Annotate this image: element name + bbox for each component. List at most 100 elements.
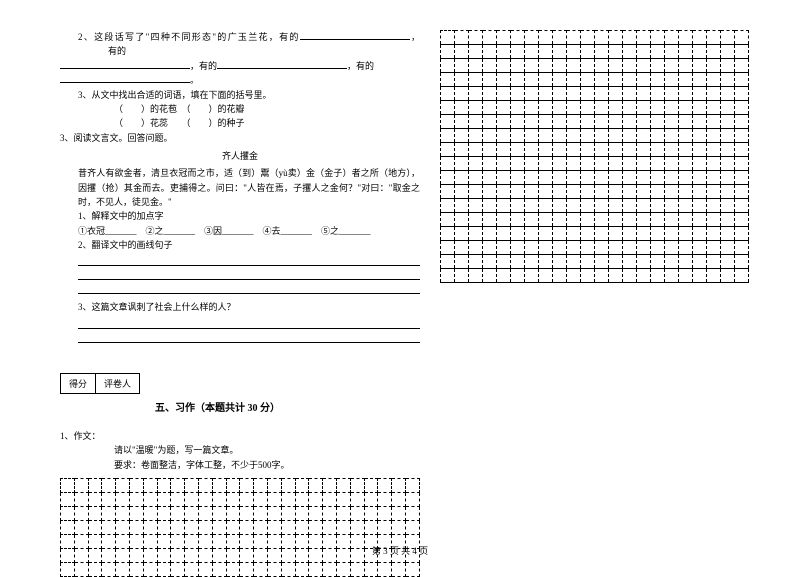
grid-cell[interactable] [707,255,721,269]
grid-cell[interactable] [651,143,665,157]
grid-cell[interactable] [441,87,455,101]
grid-cell[interactable] [595,31,609,45]
grid-cell[interactable] [497,171,511,185]
grid-cell[interactable] [735,73,749,87]
grid-cell[interactable] [525,199,539,213]
grid-cell[interactable] [539,255,553,269]
grid-cell[interactable] [637,129,651,143]
grid-cell[interactable] [609,59,623,73]
grid-cell[interactable] [539,45,553,59]
grid-cell[interactable] [665,31,679,45]
grid-cell[interactable] [455,59,469,73]
grid-cell[interactable] [553,227,567,241]
grid-cell[interactable] [254,479,268,493]
grid-cell[interactable] [441,143,455,157]
grid-cell[interactable] [336,521,350,535]
grid-cell[interactable] [441,241,455,255]
grid-cell[interactable] [198,493,212,507]
grid-cell[interactable] [609,73,623,87]
grid-cell[interactable] [707,171,721,185]
sub3-blank2[interactable] [78,331,420,343]
grid-cell[interactable] [693,143,707,157]
grid-cell[interactable] [539,87,553,101]
grid-cell[interactable] [212,479,226,493]
grid-cell[interactable] [623,31,637,45]
grid-cell[interactable] [721,241,735,255]
grid-cell[interactable] [455,45,469,59]
grid-cell[interactable] [483,129,497,143]
grid-cell[interactable] [129,507,143,521]
grid-cell[interactable] [665,129,679,143]
grid-cell[interactable] [567,227,581,241]
grid-cell[interactable] [267,521,281,535]
grid-cell[interactable] [539,59,553,73]
grid-cell[interactable] [609,241,623,255]
grid-cell[interactable] [525,171,539,185]
grid-cell[interactable] [707,115,721,129]
grid-cell[interactable] [623,115,637,129]
grid-cell[interactable] [539,73,553,87]
grid-cell[interactable] [707,227,721,241]
grid-cell[interactable] [469,241,483,255]
grid-cell[interactable] [336,493,350,507]
grid-cell[interactable] [637,227,651,241]
grid-cell[interactable] [595,255,609,269]
grid-cell[interactable] [651,185,665,199]
grid-cell[interactable] [129,479,143,493]
grid-cell[interactable] [623,269,637,283]
grid-cell[interactable] [721,87,735,101]
grid-cell[interactable] [651,241,665,255]
grid-cell[interactable] [323,493,337,507]
grid-cell[interactable] [553,199,567,213]
grid-cell[interactable] [609,87,623,101]
grid-cell[interactable] [567,87,581,101]
grid-cell[interactable] [455,157,469,171]
grid-cell[interactable] [469,199,483,213]
grid-cell[interactable] [651,101,665,115]
grid-cell[interactable] [623,241,637,255]
grid-cell[interactable] [483,185,497,199]
grid-cell[interactable] [61,507,75,521]
grid-cell[interactable] [350,507,364,521]
grid-cell[interactable] [525,129,539,143]
grid-cell[interactable] [364,507,378,521]
grid-cell[interactable] [637,199,651,213]
grid-cell[interactable] [637,185,651,199]
grid-cell[interactable] [483,143,497,157]
grid-cell[interactable] [116,493,130,507]
grid-cell[interactable] [553,45,567,59]
grid-cell[interactable] [378,493,392,507]
grid-cell[interactable] [525,59,539,73]
grid-cell[interactable] [707,185,721,199]
grid-cell[interactable] [581,129,595,143]
grid-cell[interactable] [455,87,469,101]
grid-cell[interactable] [171,521,185,535]
grid-cell[interactable] [539,241,553,255]
grid-cell[interactable] [157,521,171,535]
grid-cell[interactable] [553,101,567,115]
grid-cell[interactable] [511,199,525,213]
grid-cell[interactable] [693,199,707,213]
grid-cell[interactable] [441,269,455,283]
grid-cell[interactable] [511,143,525,157]
grid-cell[interactable] [581,213,595,227]
grid-cell[interactable] [567,45,581,59]
sub2-blank2[interactable] [78,268,420,280]
grid-cell[interactable] [405,493,419,507]
grid-cell[interactable] [511,87,525,101]
grid-cell[interactable] [157,479,171,493]
grid-cell[interactable] [735,185,749,199]
grid-cell[interactable] [707,213,721,227]
sub3-blank1[interactable] [78,317,420,329]
grid-cell[interactable] [129,493,143,507]
grid-cell[interactable] [88,493,102,507]
grid-cell[interactable] [185,521,199,535]
grid-cell[interactable] [511,59,525,73]
grid-cell[interactable] [735,87,749,101]
grid-cell[interactable] [581,87,595,101]
grid-cell[interactable] [511,227,525,241]
grid-cell[interactable] [61,521,75,535]
grid-cell[interactable] [441,227,455,241]
grid-cell[interactable] [441,171,455,185]
grid-cell[interactable] [212,493,226,507]
